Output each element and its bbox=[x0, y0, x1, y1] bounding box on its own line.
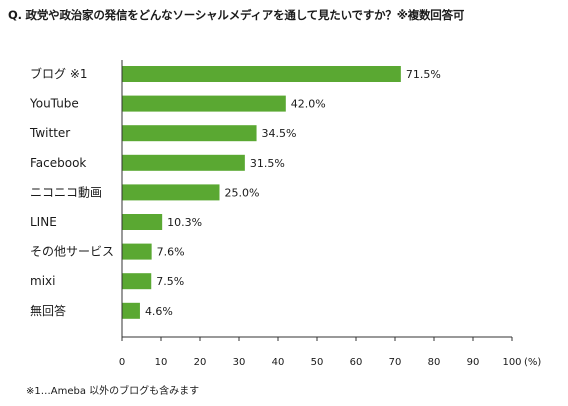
x-tick-label: 40 bbox=[272, 357, 285, 368]
category-label: 無回答 bbox=[30, 303, 66, 318]
x-unit-label: (%) bbox=[524, 357, 541, 368]
value-label: 42.0% bbox=[291, 98, 326, 111]
value-label: 31.5% bbox=[250, 157, 285, 170]
x-tick-label: 90 bbox=[467, 357, 480, 368]
bar bbox=[122, 66, 401, 82]
category-label: Twitter bbox=[29, 126, 70, 140]
bar bbox=[122, 154, 245, 171]
bar bbox=[122, 214, 163, 230]
chart-title: Q. 政党や政治家の発信をどんなソーシャルメディアを通して見たいですか？※複数回… bbox=[8, 8, 465, 22]
x-tick-label: 60 bbox=[350, 357, 363, 368]
value-label: 34.5% bbox=[262, 127, 297, 140]
category-label: ブログ ※1 bbox=[30, 66, 88, 81]
category-label: YouTube bbox=[29, 97, 79, 111]
category-label: LINE bbox=[30, 215, 57, 229]
category-label: ニコニコ動画 bbox=[30, 185, 102, 199]
category-labels: ブログ ※1 YouTube Twitter Facebook ニコニコ動画 LINE その… bbox=[29, 66, 114, 318]
x-tick-label: 0 bbox=[119, 357, 125, 368]
x-tick-label: 80 bbox=[428, 357, 441, 368]
bar bbox=[122, 273, 152, 290]
value-label: 71.5% bbox=[406, 68, 441, 81]
x-tick-label: 50 bbox=[311, 357, 324, 368]
value-label: 25.0% bbox=[225, 186, 260, 199]
value-label: 10.3% bbox=[167, 216, 202, 229]
x-axis: 0 10 20 30 40 50 60 70 80 90 100 (%) bbox=[119, 60, 541, 368]
value-labels: 71.5% 42.0% 34.5% 31.5% 25.0% 10.3% 7.6% 7.5% 4.… bbox=[145, 68, 441, 318]
footnote: ※1…Ameba 以外のブログも含みます bbox=[26, 386, 200, 397]
value-label: 7.6% bbox=[157, 246, 185, 259]
bar bbox=[122, 95, 286, 112]
bar bbox=[122, 302, 140, 319]
value-label: 7.5% bbox=[156, 275, 184, 288]
x-tick-label: 10 bbox=[155, 357, 168, 368]
bar bbox=[122, 125, 257, 142]
x-tick-label: 70 bbox=[389, 357, 402, 368]
bar bbox=[122, 243, 152, 260]
bar bbox=[122, 184, 220, 201]
bars bbox=[122, 66, 401, 319]
category-label: その他サービス bbox=[30, 245, 114, 259]
category-label: mixi bbox=[30, 274, 55, 288]
value-label: 4.6% bbox=[145, 305, 173, 318]
category-label: Facebook bbox=[30, 156, 86, 170]
x-tick-label: 20 bbox=[194, 357, 207, 368]
x-tick-label: 30 bbox=[233, 357, 246, 368]
x-tick-label: 100 bbox=[502, 357, 521, 368]
